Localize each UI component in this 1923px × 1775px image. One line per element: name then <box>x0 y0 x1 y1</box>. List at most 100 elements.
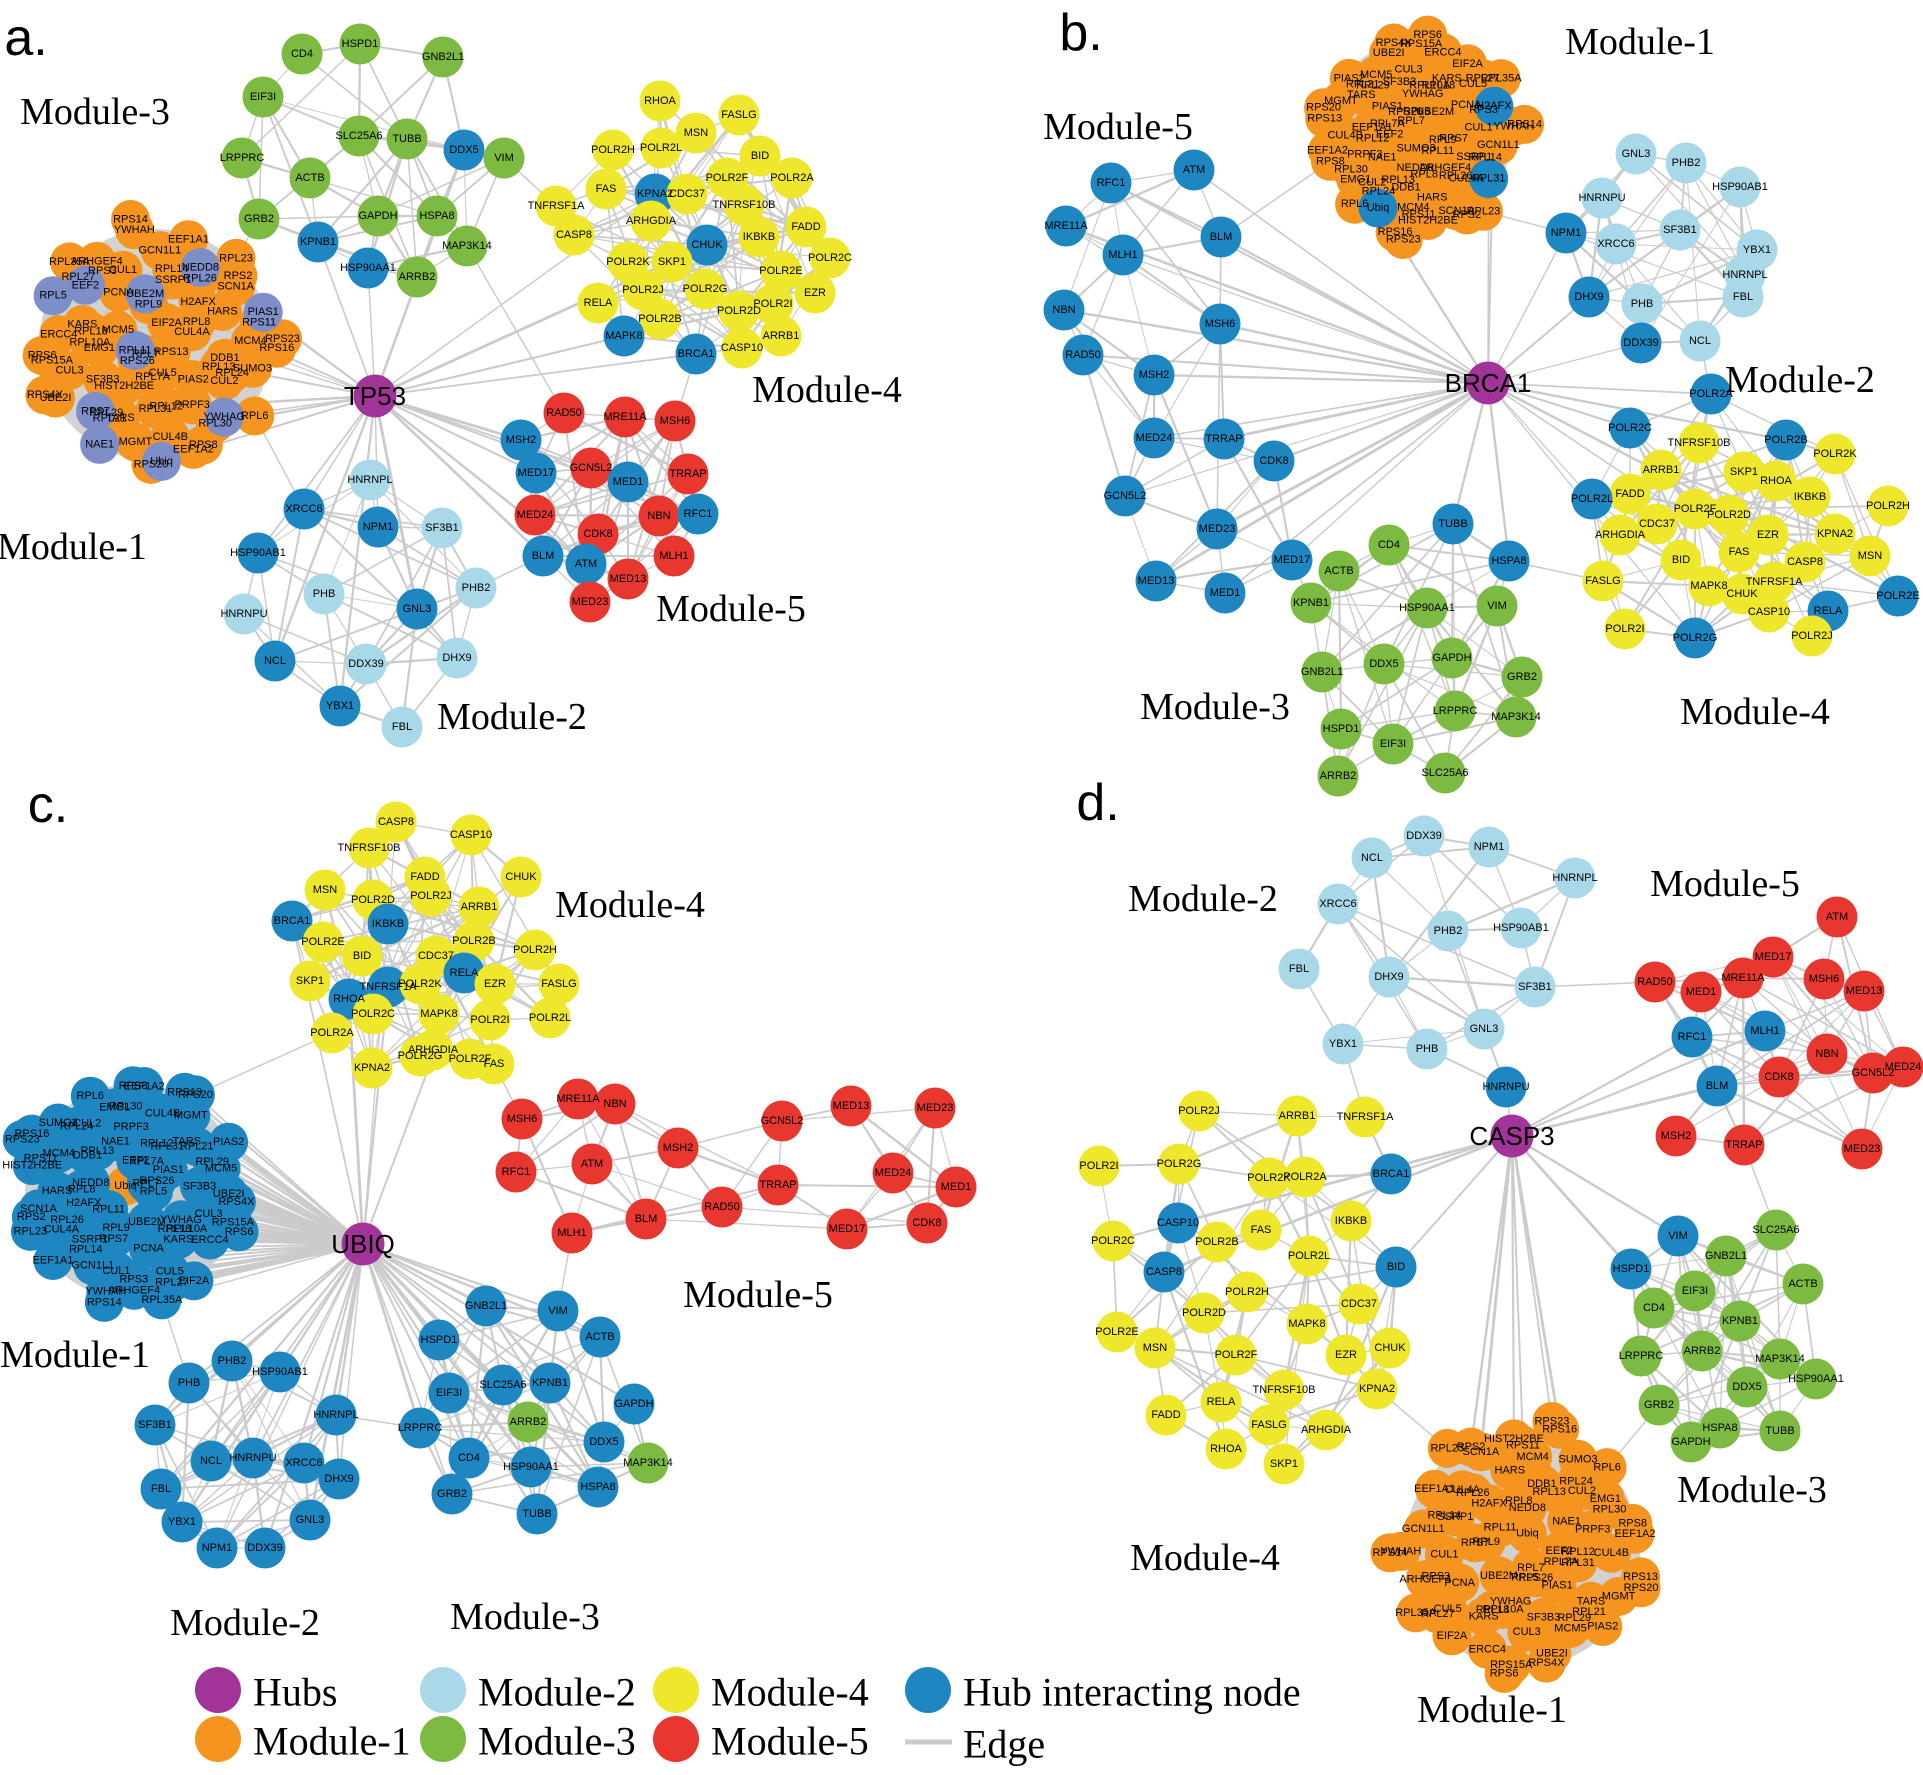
node-label-GCN5L2: GCN5L2 <box>570 462 613 474</box>
node-label-RPL12: RPL12 <box>1561 1546 1595 1558</box>
node-RPS13 <box>1305 99 1345 139</box>
node-label-RAD50: RAD50 <box>546 407 581 419</box>
node-label-MED1: MED1 <box>1210 587 1241 599</box>
node-MED17 <box>515 452 557 494</box>
node-label-RPS14: RPS14 <box>1372 1547 1407 1559</box>
module-label-a-m5: Module-5 <box>656 588 806 630</box>
node-RPL5 <box>33 276 73 316</box>
node-label-NPM1: NPM1 <box>1551 227 1582 239</box>
hub-label-CASP3: CASP3 <box>1469 1121 1554 1151</box>
node-label-MED17: MED17 <box>829 1223 866 1235</box>
node-MED17 <box>826 1208 868 1250</box>
node-DDB1 <box>67 1136 107 1176</box>
node-CASP8 <box>375 801 417 843</box>
node-label-RPS2: RPS2 <box>1453 209 1482 221</box>
node-label-DDX39: DDX39 <box>348 658 383 670</box>
node-label-NEDD8: NEDD8 <box>1509 1502 1546 1514</box>
node-label-IKBKB: IKBKB <box>1335 1215 1367 1227</box>
hub-edge <box>1486 382 1511 562</box>
node-label-RPL14: RPL14 <box>1468 151 1502 163</box>
node-label-HNRNPU: HNRNPU <box>1578 192 1625 204</box>
node-label-RPS15A: RPS15A <box>31 355 74 367</box>
node-label-POLR2I: POLR2I <box>470 1014 509 1026</box>
node-label-SUMO3: SUMO3 <box>1397 142 1436 154</box>
node-SF3B1 <box>1514 966 1556 1008</box>
node-label-Ubiq: Ubiq <box>1367 202 1390 214</box>
node-GNL3 <box>1615 133 1657 175</box>
node-CD4 <box>1368 524 1410 566</box>
edge <box>1340 657 1453 730</box>
node-CDK8 <box>1253 440 1295 482</box>
hub-edge <box>362 1243 453 1495</box>
node-label-YWHAG: YWHAG <box>160 1214 202 1226</box>
node-label-POLR2F: POLR2F <box>1674 503 1717 515</box>
node-POLR2E <box>1877 575 1919 617</box>
node-label-RPL35A: RPL35A <box>1481 73 1523 85</box>
legend-swatch-hubs <box>195 1667 241 1713</box>
node-MED23 <box>1196 508 1238 550</box>
node-label-CUL2: CUL2 <box>1568 1485 1596 1497</box>
node-ACTB <box>1782 1263 1824 1305</box>
node-label-PIAS2: PIAS2 <box>1334 72 1365 84</box>
node-label-RPS8: RPS8 <box>1618 1517 1647 1529</box>
panel-letter-d: d. <box>1076 774 1119 832</box>
node-HSPA8 <box>577 1466 619 1508</box>
edge <box>1337 607 1428 777</box>
node-label-MAPK8: MAPK8 <box>1288 1318 1325 1330</box>
node-label-RELA: RELA <box>450 967 479 979</box>
node-MAP3K14 <box>627 1442 669 1484</box>
node-label-HIST2H2BE: HIST2H2BE <box>94 380 154 392</box>
node-EEF1A2 <box>1615 1514 1655 1554</box>
node-label-HARS: HARS <box>1495 1464 1526 1476</box>
edge <box>521 1118 573 1234</box>
node-label-SF3B1: SF3B1 <box>1518 981 1552 993</box>
hub-edge <box>1511 1029 1766 1138</box>
node-MAPK8 <box>1688 565 1730 607</box>
node-RHOA <box>1755 460 1797 502</box>
node-POLR2J <box>1178 1090 1220 1132</box>
node-label-HNRNPL: HNRNPL <box>313 1409 358 1421</box>
edge <box>502 1384 538 1515</box>
node-MED24 <box>872 1152 914 1194</box>
hub-edge <box>374 395 537 474</box>
node-label-CUL2: CUL2 <box>73 1118 101 1130</box>
node-label-NCL: NCL <box>1361 852 1383 864</box>
node-label-BID: BID <box>1672 554 1690 566</box>
hub-edge <box>1510 1135 1633 1270</box>
node-RPS6 <box>1408 15 1448 55</box>
node-SCN1A <box>216 267 256 307</box>
legend-label-hub-interacting-node: Hub interacting node <box>963 1670 1301 1715</box>
node-label-RPL8: RPL8 <box>1410 168 1438 180</box>
node-label-RPS20: RPS20 <box>1306 102 1341 114</box>
node-MSH2 <box>657 1127 699 1169</box>
node-PIAS2 <box>173 360 213 400</box>
node-label-FAS: FAS <box>596 183 617 195</box>
node-label-IKBKB: IKBKB <box>743 231 775 243</box>
node-label-TUBB: TUBB <box>392 133 421 145</box>
hub-edge <box>1511 1084 1718 1138</box>
edge <box>1624 508 1696 630</box>
node-label-RHOA: RHOA <box>1210 1443 1242 1455</box>
node-label-CUL3: CUL3 <box>55 365 83 377</box>
node-label-RPL10A: RPL10A <box>1409 79 1451 91</box>
node-label-FBL: FBL <box>1289 963 1309 975</box>
node-ARHGDIA <box>1599 514 1641 556</box>
legend-swatch-module-4 <box>653 1667 699 1713</box>
hub-edge <box>317 241 376 397</box>
node-TRRAP <box>667 453 709 495</box>
node-MED13 <box>1843 970 1885 1012</box>
node-label-PIAS2: PIAS2 <box>178 374 209 386</box>
node-label-DHX9: DHX9 <box>324 1473 353 1485</box>
node-label-HARS: HARS <box>42 1185 73 1197</box>
node-label-POLR2A: POLR2A <box>770 172 814 184</box>
hub-edge <box>1487 382 1593 500</box>
node-label-XRCC6: XRCC6 <box>1319 898 1356 910</box>
edge <box>1716 1084 1863 1151</box>
node-label-RPS3: RPS3 <box>88 265 117 277</box>
node-label-POLR2E: POLR2E <box>301 936 344 948</box>
node-label-SSRP1: SSRP1 <box>72 1233 108 1245</box>
node-HSPD1 <box>418 1319 460 1361</box>
node-label-MRE11A: MRE11A <box>556 1093 600 1105</box>
edge <box>241 157 438 217</box>
legend-label-edge: Edge <box>963 1722 1045 1767</box>
